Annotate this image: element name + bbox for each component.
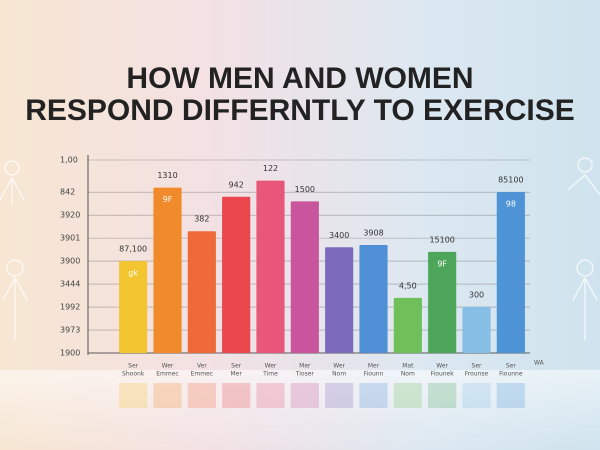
bar — [359, 245, 388, 353]
bar — [119, 261, 148, 353]
x-tick-label: Emmec — [191, 371, 213, 378]
x-tick-label: Emmec — [156, 371, 178, 378]
value-label: 382 — [194, 215, 209, 224]
bar — [325, 247, 354, 353]
bar — [462, 307, 491, 353]
inner-label: 9F — [163, 195, 173, 204]
bar-reflection — [393, 383, 422, 408]
x-tick-label: Ver — [197, 363, 207, 370]
y-tick-label: 3901 — [60, 234, 80, 243]
value-label: 87,100 — [119, 245, 147, 254]
x-tick-label: Nom — [401, 371, 415, 378]
inner-label: gk — [128, 269, 138, 278]
bar-reflection — [496, 383, 525, 408]
x-tick-label: Wer — [436, 363, 448, 370]
y-tick-label: 1900 — [60, 349, 80, 358]
inner-label: 9F — [437, 259, 447, 268]
floor-glow — [0, 370, 600, 450]
bar — [496, 192, 525, 353]
x-tick-label: Wer — [265, 363, 277, 370]
bar-reflection — [153, 383, 182, 408]
bar-reflection — [222, 383, 251, 408]
y-tick-label: 3920 — [60, 211, 80, 220]
y-tick-label: 1,00 — [60, 156, 78, 165]
bar — [428, 251, 457, 353]
x-tick-label: Shoonk — [122, 371, 145, 378]
x-tick-label: Ser — [506, 363, 517, 370]
inner-label: 98 — [506, 200, 516, 209]
bar — [393, 297, 422, 353]
chart-title: RESPOND DIFFERNTLY TO EXERCISE — [25, 94, 575, 127]
chart-title: HOW MEN AND WOMEN — [126, 62, 473, 95]
bar-reflection — [290, 383, 319, 408]
x-tick-label: Wer — [162, 363, 174, 370]
value-label: 3908 — [363, 229, 383, 238]
value-label: 85100 — [498, 176, 523, 185]
x-tick-label: Mat — [402, 363, 414, 370]
y-tick-label: 3973 — [60, 326, 80, 335]
bar — [290, 201, 319, 353]
bar — [222, 196, 251, 353]
bar-reflection — [428, 383, 457, 408]
y-tick-label: 1992 — [60, 303, 80, 312]
bar — [153, 187, 182, 353]
y-tick-label: 3900 — [60, 257, 80, 266]
x-tick-label: Ser — [231, 363, 242, 370]
bar-reflection — [325, 383, 354, 408]
value-label: 942 — [229, 180, 244, 189]
bar-reflection — [462, 383, 491, 408]
value-label: 1310 — [157, 171, 177, 180]
x-tick-label: Time — [262, 371, 278, 378]
bar-reflection — [187, 383, 216, 408]
value-label: 15100 — [429, 235, 454, 244]
bar-reflection — [359, 383, 388, 408]
axis-end-label: WA — [534, 360, 545, 367]
bar — [187, 231, 216, 353]
bar-reflection — [256, 383, 285, 408]
bar-reflection — [119, 383, 148, 408]
x-tick-label: Ser — [472, 363, 483, 370]
x-tick-label: Tioser — [295, 371, 315, 378]
y-tick-label: 3444 — [60, 280, 80, 289]
bar — [256, 180, 285, 353]
value-label: 122 — [263, 164, 278, 173]
value-label: 3400 — [329, 231, 349, 240]
x-tick-label: Wer — [333, 363, 345, 370]
value-label: 300 — [469, 291, 484, 300]
x-tick-label: Nom — [332, 371, 346, 378]
x-tick-label: Fiounn — [364, 371, 384, 378]
decor-figures — [0, 157, 600, 340]
value-label: 1500 — [295, 185, 315, 194]
x-tick-label: Ser — [128, 363, 139, 370]
x-tick-label: Fiounne — [499, 371, 523, 378]
value-label: 4,50 — [399, 281, 417, 290]
x-tick-label: Mer — [368, 363, 380, 370]
x-tick-label: Fiounek — [431, 371, 455, 378]
y-tick-label: 842 — [60, 188, 75, 197]
x-tick-label: Mer — [230, 371, 242, 378]
x-tick-label: Mer — [299, 363, 311, 370]
x-tick-label: Frounse — [465, 371, 489, 378]
